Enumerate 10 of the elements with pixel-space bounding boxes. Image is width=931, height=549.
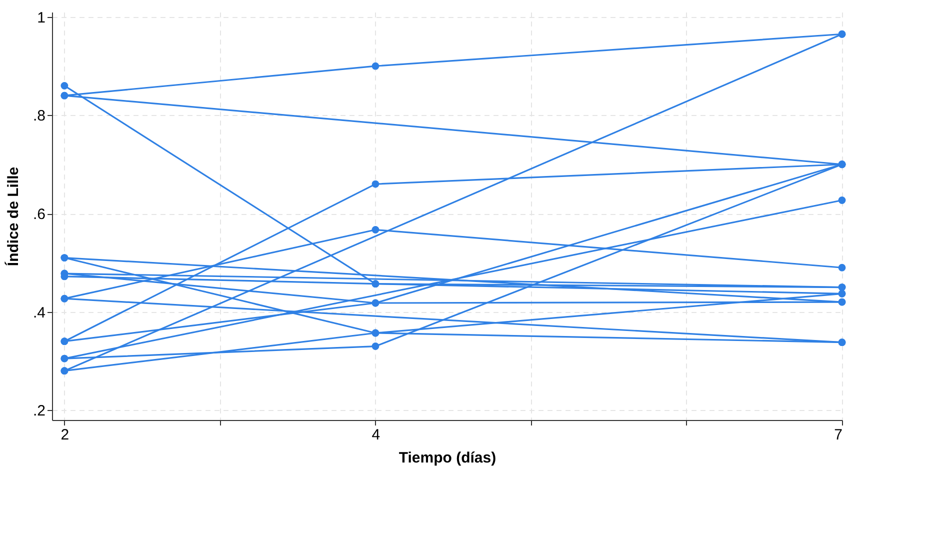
x-tick-label: 4 (372, 426, 380, 444)
x-tick-label: 7 (834, 426, 842, 444)
y-tick-label: .6 (32, 206, 46, 224)
y-tick-label: .4 (32, 304, 46, 322)
y-tick-label: 1 (37, 9, 46, 26)
y-tick-label: .8 (32, 108, 46, 125)
y-axis-title: Índice de Lille (4, 166, 22, 266)
y-tick-label: .2 (32, 402, 46, 420)
x-axis-title: Tiempo (días) (398, 450, 496, 466)
x-tick-label: 2 (60, 426, 70, 444)
